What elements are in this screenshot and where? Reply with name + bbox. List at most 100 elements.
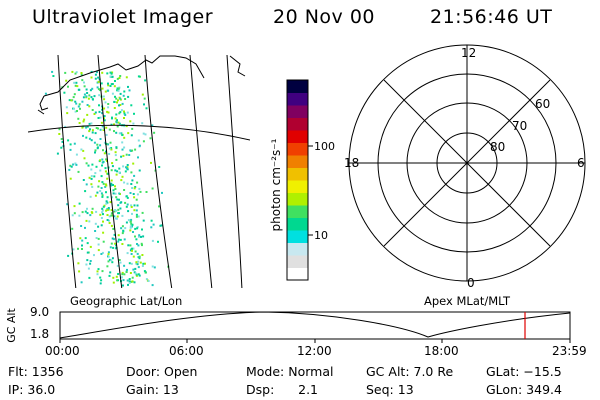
aurora-pixel xyxy=(112,281,115,284)
aurora-pixel xyxy=(128,154,131,156)
aurora-pixel xyxy=(136,252,139,255)
aurora-pixel xyxy=(91,211,94,214)
door-status: Door: Open xyxy=(126,364,198,379)
aurora-pixel xyxy=(114,80,116,82)
aurora-pixel xyxy=(83,81,85,84)
aurora-pixel xyxy=(150,226,153,229)
aurora-pixel xyxy=(129,225,132,228)
aurora-pixel xyxy=(105,209,108,212)
aurora-pixel xyxy=(80,72,83,74)
aurora-pixel xyxy=(90,96,93,99)
aurora-pixel xyxy=(44,92,47,95)
aurora-pixel xyxy=(94,77,97,80)
aurora-pixel xyxy=(111,237,114,240)
aurora-pixel xyxy=(125,195,128,198)
aurora-pixel xyxy=(122,279,125,282)
aurora-pixel xyxy=(98,104,100,107)
aurora-pixel xyxy=(69,164,72,167)
aurora-pixel xyxy=(90,76,93,79)
polar-plot xyxy=(348,44,586,282)
colorbar-tick-100: 100 xyxy=(314,140,335,153)
aurora-pixel xyxy=(95,210,98,213)
aurora-pixel xyxy=(94,222,97,225)
aurora-pixel xyxy=(91,109,94,111)
aurora-pixel xyxy=(106,159,108,162)
aurora-pixel xyxy=(88,105,91,108)
aurora-pixel xyxy=(94,172,97,175)
aurora-pixel xyxy=(78,122,81,124)
aurora-pixel xyxy=(101,195,104,198)
aurora-pixel xyxy=(107,253,110,256)
aurora-pixel xyxy=(121,273,124,276)
aurora-pixel xyxy=(108,128,111,131)
aurora-pixel xyxy=(126,164,129,166)
aurora-pixel xyxy=(128,280,131,283)
aurora-pixel xyxy=(105,151,107,154)
aurora-pixel xyxy=(101,161,104,164)
aurora-pixel xyxy=(83,93,86,96)
aurora-pixel xyxy=(97,243,100,246)
time-tick-2359: 23:59 xyxy=(552,344,587,358)
aurora-pixel xyxy=(123,112,126,115)
aurora-pixel xyxy=(73,205,76,208)
aurora-pixel xyxy=(84,226,86,229)
aurora-pixel xyxy=(122,94,125,97)
aurora-pixel xyxy=(125,125,128,128)
aurora-pixel xyxy=(123,117,125,119)
aurora-pixel xyxy=(142,140,145,143)
aurora-pixel xyxy=(109,71,112,74)
aurora-pixel xyxy=(111,71,114,74)
aurora-pixel xyxy=(74,110,77,113)
aurora-pixel xyxy=(116,77,119,80)
colorbar-segment xyxy=(287,92,308,106)
aurora-pixel xyxy=(126,196,129,199)
aurora-pixel xyxy=(107,89,110,92)
aurora-pixel xyxy=(99,138,102,140)
aurora-pixel xyxy=(77,117,80,120)
aurora-pixel xyxy=(104,167,107,170)
aurora-pixel xyxy=(104,170,107,173)
aurora-pixel xyxy=(135,238,138,241)
aurora-pixel xyxy=(110,182,113,185)
aurora-pixel xyxy=(89,262,92,265)
aurora-pixel xyxy=(80,281,83,284)
aurora-pixel xyxy=(81,79,84,82)
aurora-pixel xyxy=(86,104,89,106)
aurora-pixel xyxy=(126,203,129,206)
aurora-pixel xyxy=(118,198,120,201)
aurora-pixel xyxy=(93,95,96,98)
aurora-pixel xyxy=(117,204,120,207)
aurora-pixel xyxy=(109,85,112,87)
aurora-pixel xyxy=(122,284,124,287)
aurora-pixel xyxy=(115,209,118,212)
aurora-pixel xyxy=(107,260,110,263)
aurora-pixel xyxy=(114,154,117,157)
aurora-pixel xyxy=(121,148,124,151)
aurora-pixel xyxy=(144,133,147,136)
aurora-pixel xyxy=(106,72,109,75)
aurora-pixel xyxy=(109,246,112,249)
aurora-pixel xyxy=(97,80,100,83)
aurora-pixel xyxy=(108,219,110,222)
aurora-pixel xyxy=(134,235,136,238)
colorbar xyxy=(287,80,308,281)
aurora-pixel xyxy=(133,196,136,199)
aurora-pixel xyxy=(93,141,96,144)
aurora-pixel xyxy=(110,83,113,86)
aurora-pixel xyxy=(85,95,88,98)
aurora-pixel xyxy=(121,232,124,235)
aurora-pixel xyxy=(110,169,113,172)
aurora-pixel xyxy=(94,151,96,154)
aurora-pixel xyxy=(129,244,132,247)
aurora-pixel xyxy=(118,77,121,79)
aurora-pixel xyxy=(72,163,75,166)
aurora-pixel xyxy=(107,84,110,87)
aurora-pixel xyxy=(138,274,141,277)
aurora-pixel xyxy=(80,225,83,227)
aurora-pixel xyxy=(87,97,90,100)
aurora-pixel xyxy=(84,237,87,240)
aurora-pixel xyxy=(112,192,115,195)
aurora-pixel xyxy=(123,110,125,113)
aurora-pixel xyxy=(133,174,136,177)
aurora-pixel xyxy=(90,177,93,180)
